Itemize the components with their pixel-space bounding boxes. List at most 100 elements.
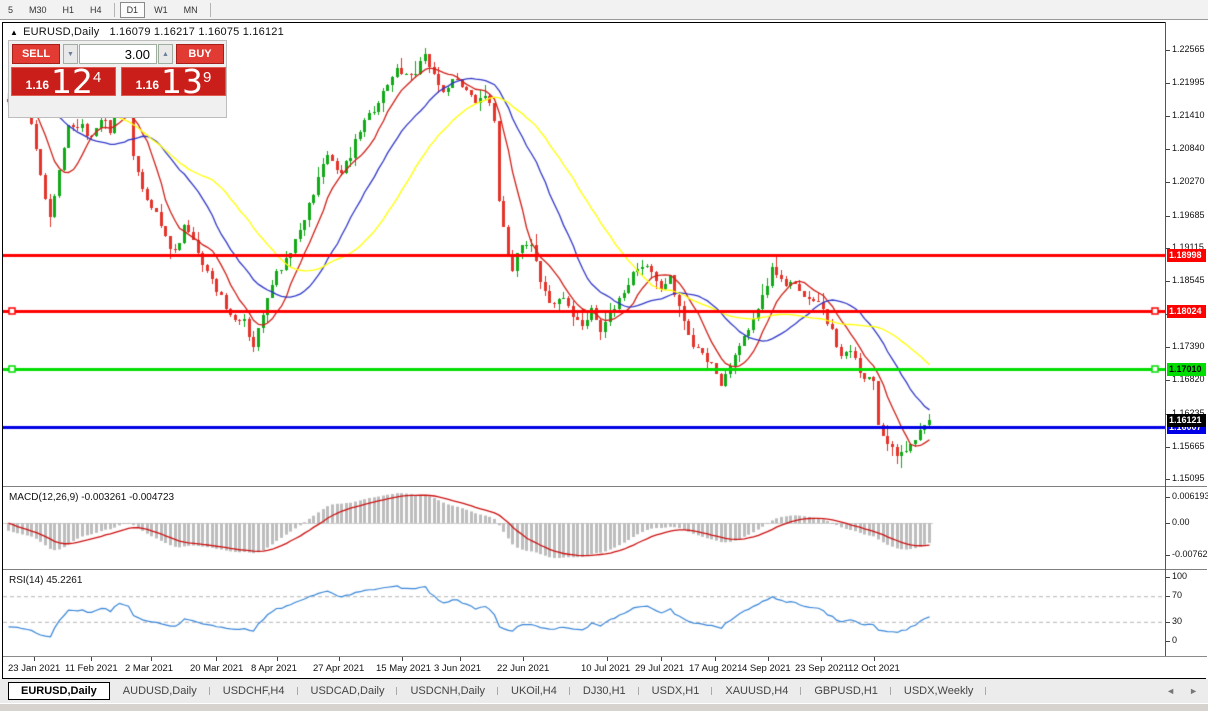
period-button-m30[interactable]: M30 <box>29 4 47 15</box>
price-tick-mark <box>1166 479 1170 480</box>
date-tick-mark <box>402 657 403 661</box>
collapse-arrow-icon[interactable]: ▲ <box>10 28 19 37</box>
rsi-tick-label: 100 <box>1172 571 1188 581</box>
date-tick-mark <box>277 657 278 661</box>
tab-eurusd-daily[interactable]: EURUSD,Daily <box>8 682 110 700</box>
rsi-tick-label: 70 <box>1172 590 1183 600</box>
price-tick-mark <box>1166 116 1170 117</box>
tab-usdx-h1[interactable]: USDX,H1 <box>639 682 713 700</box>
tab-usdx-weekly[interactable]: USDX,Weekly <box>891 682 987 700</box>
pane-separator[interactable] <box>3 569 1207 571</box>
window-top-border <box>3 22 1166 23</box>
date-tick-label: 12 Oct 2021 <box>848 663 900 674</box>
arrow-down-icon: ▼ <box>67 50 74 58</box>
macd-indicator-chart[interactable] <box>3 488 1165 569</box>
tab-usdcnh-daily[interactable]: USDCNH,Daily <box>397 682 498 700</box>
price-tick-mark <box>1166 347 1170 348</box>
price-axis[interactable]: 1.22565 1.21995 1.21410 1.20840 1.20270 1.196… <box>1166 22 1208 678</box>
price-tick-label: 1.19685 <box>1172 210 1205 220</box>
price-tick-label: 1.15095 <box>1172 473 1205 483</box>
period-button-h4[interactable]: H4 <box>90 4 102 15</box>
toolbar-separator <box>113 2 115 17</box>
date-tick-mark <box>91 657 92 661</box>
rsi-tick-mark <box>1166 622 1170 623</box>
buy-price-prefix: 1.16 <box>135 78 159 92</box>
date-tick-label: 10 Jul 2021 <box>581 663 631 674</box>
rsi-tick-mark <box>1166 596 1170 597</box>
price-tick-mark <box>1166 216 1170 217</box>
date-tick-label: 4 Sep 2021 <box>742 663 791 674</box>
chart-symbol-label: EURUSD,Daily <box>23 26 100 38</box>
sell-button[interactable]: SELL <box>12 44 60 64</box>
price-tick-label: 1.21410 <box>1172 110 1205 120</box>
buy-button[interactable]: BUY <box>176 44 224 64</box>
price-tick-label: 1.20270 <box>1172 176 1205 186</box>
tab-usdcad-daily[interactable]: USDCAD,Daily <box>298 682 398 700</box>
date-tick-label: 11 Feb 2021 <box>65 663 118 674</box>
period-button-h1[interactable]: H1 <box>62 4 75 15</box>
buy-price-big: 13 <box>161 67 203 96</box>
buy-price-tile[interactable]: 1.16 13 9 <box>121 67 226 96</box>
arrow-up-icon: ▲ <box>162 50 169 58</box>
chart-ohlc-values: 1.16079 1.16217 1.16075 1.16121 <box>109 26 284 38</box>
date-tick-label: 23 Sep 2021 <box>795 663 849 674</box>
tab-gbpusd-h1[interactable]: GBPUSD,H1 <box>801 682 891 700</box>
price-tick-mark <box>1166 50 1170 51</box>
price-tick-label: 1.15665 <box>1172 441 1205 451</box>
macd-tick-mark <box>1166 523 1170 524</box>
period-button-d1[interactable]: D1 <box>119 1 146 18</box>
rsi-label: RSI(14) 45.2261 <box>9 575 83 586</box>
macd-tick-mark <box>1166 555 1170 556</box>
toolbar-separator <box>209 2 211 17</box>
rsi-tick-mark <box>1166 577 1170 578</box>
macd-tick-label: 0.00 <box>1172 517 1190 527</box>
volume-increase-button[interactable]: ▲ <box>158 44 173 64</box>
date-tick-mark <box>715 657 716 661</box>
period-button-w1[interactable]: W1 <box>154 4 168 15</box>
volume-decrease-button[interactable]: ▼ <box>63 44 78 64</box>
period-button-mn[interactable]: MN <box>183 4 198 15</box>
tab-xauusd-h4[interactable]: XAUUSD,H4 <box>712 682 802 700</box>
date-tick-mark <box>874 657 875 661</box>
price-tick-label: 1.17390 <box>1172 341 1205 351</box>
chart-tabs: EURUSD,Daily AUDUSD,Daily USDCHF,H4 USDCAD,… <box>0 679 1208 703</box>
price-tick-mark <box>1166 281 1170 282</box>
period-button-5[interactable]: 5 <box>8 4 14 15</box>
price-tick-label: 1.21995 <box>1172 77 1205 87</box>
rsi-tick-label: 0 <box>1172 635 1178 645</box>
bottom-strip <box>0 703 1208 711</box>
current-price-label: 1.16121 <box>1167 414 1206 427</box>
tab-dj30-h1[interactable]: DJ30,H1 <box>570 682 639 700</box>
tab-audusd-daily[interactable]: AUDUSD,Daily <box>110 682 210 700</box>
sell-price-pip: 4 <box>93 69 102 86</box>
date-tick-mark <box>607 657 608 661</box>
price-tick-label: 1.16235 <box>1172 408 1205 418</box>
price-tick-label: 1.19115 <box>1172 242 1204 252</box>
date-tick-label: 8 Apr 2021 <box>251 663 297 674</box>
rsi-indicator-chart[interactable] <box>3 571 1165 656</box>
period-toolbar: 5 M30 H1 H4 D1 W1 MN <box>0 0 1208 20</box>
tab-ukoil-h4[interactable]: UKOil,H4 <box>498 682 570 700</box>
price-tick-label: 1.22565 <box>1172 44 1205 54</box>
rsi-tick-mark <box>1166 641 1170 642</box>
date-tick-mark <box>460 657 461 661</box>
date-axis[interactable]: 23 Jan 2021 11 Feb 2021 2 Mar 2021 20 Mar 2… <box>3 656 1207 678</box>
pane-separator[interactable] <box>3 486 1207 488</box>
date-tick-label: 20 Mar 2021 <box>190 663 244 674</box>
date-tick-mark <box>523 657 524 661</box>
tab-usdchf-h4[interactable]: USDCHF,H4 <box>210 682 298 700</box>
price-tick-mark <box>1166 83 1170 84</box>
tab-scroll-right-icon[interactable]: ► <box>1189 686 1198 696</box>
date-tick-mark <box>661 657 662 661</box>
price-line-label: 1.18998 <box>1167 249 1206 262</box>
tab-scroll-arrows: ◄ ► <box>1166 686 1198 696</box>
macd-tick-label: 0.006193 <box>1172 491 1208 501</box>
macd-tick-mark <box>1166 497 1170 498</box>
sell-price-prefix: 1.16 <box>25 78 49 92</box>
sell-price-tile[interactable]: 1.16 12 4 <box>11 67 116 96</box>
volume-input[interactable] <box>79 44 157 64</box>
date-tick-mark <box>151 657 152 661</box>
tab-scroll-left-icon[interactable]: ◄ <box>1166 686 1176 696</box>
